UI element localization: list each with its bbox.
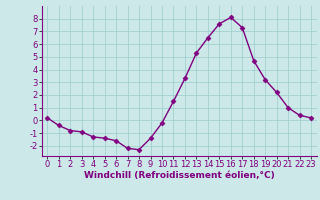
X-axis label: Windchill (Refroidissement éolien,°C): Windchill (Refroidissement éolien,°C) (84, 171, 275, 180)
